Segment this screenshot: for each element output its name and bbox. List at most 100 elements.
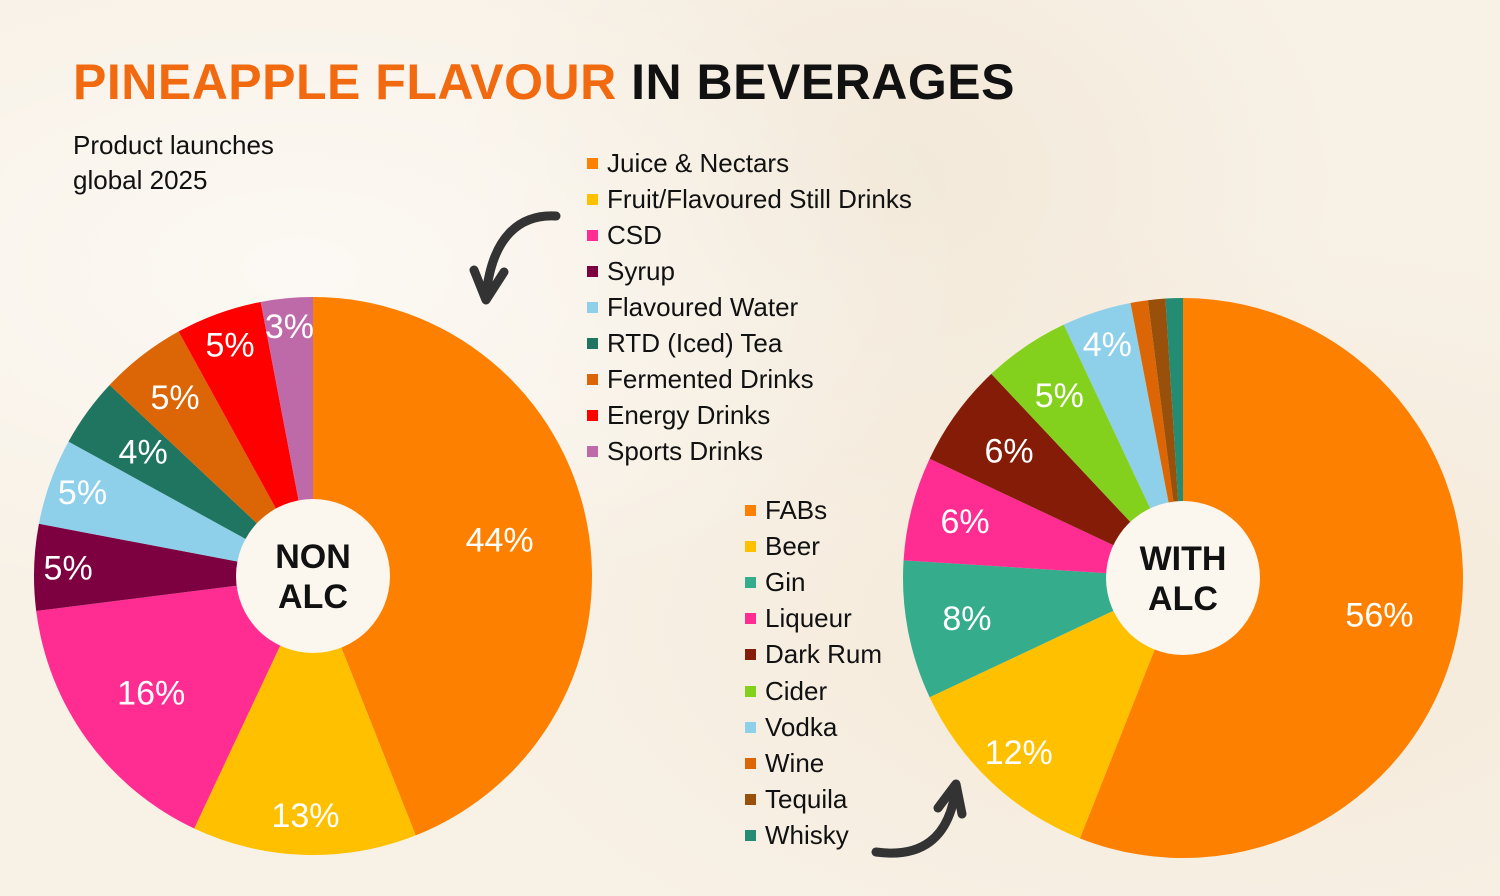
center-label: ALC (278, 578, 348, 616)
curved-arrow-down-left-icon (469, 211, 561, 305)
pie-slice (929, 578, 1183, 839)
legend-swatch (587, 157, 598, 169)
legend-item: Energy Drinks (587, 397, 912, 433)
legend-non-alc: Juice & Nectars Fruit/Flavoured Still Dri… (587, 145, 912, 469)
legend-label: Fruit/Flavoured Still Drinks (607, 183, 912, 214)
slice-label: 5% (205, 326, 254, 364)
legend-label: RTD (Iced) Tea (607, 327, 783, 358)
slice-label: 44% (466, 521, 534, 559)
pie-slice (109, 331, 313, 576)
legend-swatch (745, 649, 756, 661)
legend-item: Fermented Drinks (587, 361, 912, 397)
legend-swatch (587, 337, 598, 349)
legend-swatch (587, 409, 598, 421)
legend-label: CSD (607, 219, 662, 250)
legend-label: Wine (765, 747, 825, 778)
legend-item: Dark Rum (745, 637, 882, 673)
legend-swatch (587, 229, 598, 241)
legend-item: Syrup (587, 253, 912, 289)
legend-item: Gin (745, 564, 882, 600)
title-accent: PINEAPPLE FLAVOUR (73, 54, 617, 110)
legend-swatch (587, 373, 598, 385)
legend-label: Sports Drinks (607, 435, 764, 466)
slice-label: 5% (44, 549, 93, 587)
legend-item: Cider (745, 673, 882, 709)
legend-item: Whisky (745, 818, 882, 854)
donut-hole (236, 499, 390, 653)
legend-label: Tequila (765, 784, 848, 815)
legend-swatch (587, 301, 598, 313)
slice-label: 4% (1083, 326, 1132, 364)
center-label: NON (275, 538, 351, 576)
legend-item: Tequila (745, 782, 882, 818)
pie-slice (68, 385, 313, 576)
legend-label: Liqueur (765, 603, 852, 634)
legend-label: Cider (765, 675, 828, 706)
legend-label: Flavoured Water (607, 291, 799, 322)
slice-label: 8% (942, 600, 991, 638)
page-title: PINEAPPLE FLAVOUR IN BEVERAGES (73, 52, 1015, 112)
legend-label: Energy Drinks (607, 399, 771, 430)
legend-swatch (587, 265, 598, 277)
legend-label: Syrup (607, 255, 675, 286)
legend-item: Liqueur (745, 601, 882, 637)
center-label: ALC (1148, 580, 1218, 618)
legend-item: Vodka (745, 709, 882, 745)
slice-label: 13% (271, 797, 339, 835)
legend-label: Whisky (765, 820, 849, 851)
slice-label: 6% (984, 433, 1033, 471)
legend-item: Beer (745, 528, 882, 564)
slice-label: 12% (985, 734, 1053, 772)
slice-label: 6% (940, 503, 989, 541)
legend-swatch (587, 445, 598, 457)
legend-swatch (745, 830, 756, 842)
slice-label: 5% (151, 379, 200, 417)
pie-slice (991, 324, 1183, 578)
legend-label: Fermented Drinks (607, 363, 814, 394)
slice-label: 5% (58, 474, 107, 512)
legend-item: CSD (587, 217, 912, 253)
legend-swatch (745, 576, 756, 588)
legend-item: Sports Drinks (587, 433, 912, 469)
legend-with-alc: FABs Beer Gin Liqueur Dark Rum Cider Vodka Wine… (745, 492, 882, 854)
pie-slice (929, 373, 1183, 578)
pie-slice (313, 297, 593, 836)
legend-swatch (745, 504, 756, 516)
legend-item: Fruit/Flavoured Still Drinks (587, 181, 912, 217)
pie-slice (33, 523, 314, 611)
legend-label: Juice & Nectars (607, 147, 790, 178)
slice-label: 3% (265, 308, 314, 346)
legend-swatch (745, 540, 756, 552)
slice-label: 16% (117, 675, 185, 713)
legend-item: Flavoured Water (587, 289, 912, 325)
donut-hole (1106, 501, 1260, 655)
subtitle: Product launches global 2025 (73, 130, 274, 195)
legend-swatch (745, 794, 756, 806)
legend-swatch (745, 685, 756, 697)
legend-label: FABs (765, 494, 828, 525)
legend-label: Gin (765, 566, 806, 597)
curved-arrow-up-right-icon (871, 779, 967, 858)
title-rest: IN BEVERAGES (616, 54, 1015, 110)
legend-item: Juice & Nectars (587, 145, 912, 181)
legend-swatch (745, 721, 756, 733)
pie-slice (1079, 298, 1463, 859)
legend-item: RTD (Iced) Tea (587, 325, 912, 361)
pie-slice (36, 576, 313, 829)
slice-label: 56% (1345, 596, 1413, 634)
legend-swatch (745, 757, 756, 769)
legend-swatch (587, 193, 598, 205)
legend-item: Wine (745, 745, 882, 781)
legend-swatch (745, 613, 756, 625)
slice-label: 5% (1035, 377, 1084, 415)
legend-label: Vodka (765, 711, 838, 742)
legend-item: FABs (745, 492, 882, 528)
pie-slice (194, 576, 416, 855)
legend-label: Beer (765, 530, 820, 561)
center-label: WITH (1140, 540, 1227, 578)
legend-label: Dark Rum (765, 639, 883, 670)
slice-label: 4% (119, 434, 168, 472)
